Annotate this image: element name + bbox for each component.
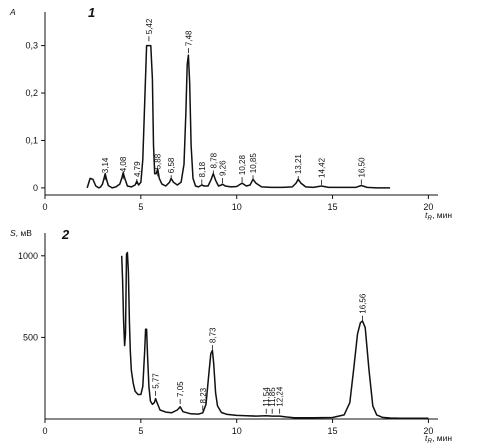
peak-label-2-1: 7,05 [176, 381, 185, 397]
x-axis-label-1: tR, мин [425, 210, 452, 222]
x-axis-label-symbol-2: t [425, 433, 428, 443]
peak-label-1-7: 8,18 [198, 161, 207, 177]
x-tick-label-2-2: 10 [232, 426, 242, 436]
peak-label-2-2: 8,23 [199, 387, 208, 403]
x-axis-label-subscript-1: R [427, 215, 432, 222]
x-tick-label-2-3: 15 [328, 426, 338, 436]
y-axis-label-1: A [9, 7, 16, 17]
peak-label-1-1: 4,08 [119, 156, 128, 172]
peak-label-2-5: 11,85 [268, 387, 277, 407]
x-ticks-1: 0 5 10 15 20 [42, 195, 433, 212]
x-tick-label-2-1: 5 [138, 426, 143, 436]
peak-label-2-3: 8,73 [208, 327, 217, 343]
x-tick-label-2-0: 0 [42, 426, 47, 436]
y-tick-label-2-0: 500 [23, 332, 38, 342]
x-axis-label-symbol-1: t [425, 210, 428, 220]
x-tick-label-2-4: 20 [423, 426, 433, 436]
peak-label-1-12: 13,21 [294, 154, 303, 175]
x-tick-label-1-1: 5 [138, 202, 143, 212]
peak-label-1-8: 8,78 [209, 152, 218, 168]
peak-label-1-14: 16,50 [357, 157, 366, 178]
peak-label-1-3: 5,42 [145, 18, 154, 34]
peak-label-1-6: 7,48 [184, 30, 193, 46]
y-tick-label-1-1: 0,1 [25, 135, 38, 145]
y-tick-label-2-1: 1000 [18, 251, 38, 261]
y-axis-label-unit-2: , мВ [16, 228, 33, 238]
peak-label-2-7: 16,56 [358, 293, 367, 314]
y-tick-label-1-3: 0,3 [25, 41, 38, 51]
x-tick-label-1-0: 0 [42, 202, 47, 212]
chromatogram-trace-2 [120, 251, 429, 419]
x-tick-label-1-2: 10 [232, 202, 242, 212]
peak-label-1-0: 3,14 [101, 157, 110, 173]
panel-number-2: 2 [61, 227, 70, 242]
x-ticks-2: 0 5 10 15 20 [42, 419, 433, 436]
peak-label-1-9: 9,26 [219, 160, 228, 176]
y-ticks-2: 500 1000 [18, 251, 45, 342]
peak-label-1-2: 4,79 [133, 161, 142, 177]
x-axis-label-unit-1: , мин [432, 210, 452, 220]
peak-label-1-11: 10,85 [249, 153, 258, 174]
peak-label-1-10: 10,28 [238, 155, 247, 176]
x-tick-label-1-3: 15 [328, 202, 338, 212]
peak-label-2-6: 12,24 [276, 386, 285, 407]
peak-label-1-13: 14,42 [317, 157, 326, 178]
x-axis-label-subscript-2: R [427, 438, 432, 445]
y-tick-label-1-2: 0,2 [25, 88, 38, 98]
chart-panel-1: 1 A 0 5 10 15 20 0 0,1 0,2 0,3 3,14 4,08 4,79 5,42… [9, 5, 452, 222]
peak-label-1-4: 5,88 [154, 153, 163, 169]
x-axis-label-2: tR, мин [425, 433, 452, 445]
panel-number-1: 1 [88, 5, 95, 20]
y-axis-label-symbol-2: S [10, 228, 16, 238]
chart-panel-2: 2 S, мВ 0 5 10 15 20 500 1000 5,77 7,05 8,23 8,7… [10, 227, 452, 445]
peak-label-1-5: 6,58 [167, 157, 176, 173]
y-ticks-1: 0 0,1 0,2 0,3 [25, 41, 45, 193]
y-axis-label-2: S, мВ [10, 228, 32, 238]
peak-label-2-0: 5,77 [152, 373, 161, 389]
peak-labels-1: 3,14 4,08 4,79 5,42 5,88 6,58 7,48 8,188,78 9,26… [101, 18, 366, 185]
x-tick-label-1-4: 20 [423, 202, 433, 212]
chromatogram-trace-1 [86, 44, 391, 189]
x-axis-label-unit-2: , мин [432, 433, 452, 443]
peak-label-2-4: 11,54 [262, 387, 271, 407]
y-tick-label-1-0: 0 [33, 183, 38, 193]
